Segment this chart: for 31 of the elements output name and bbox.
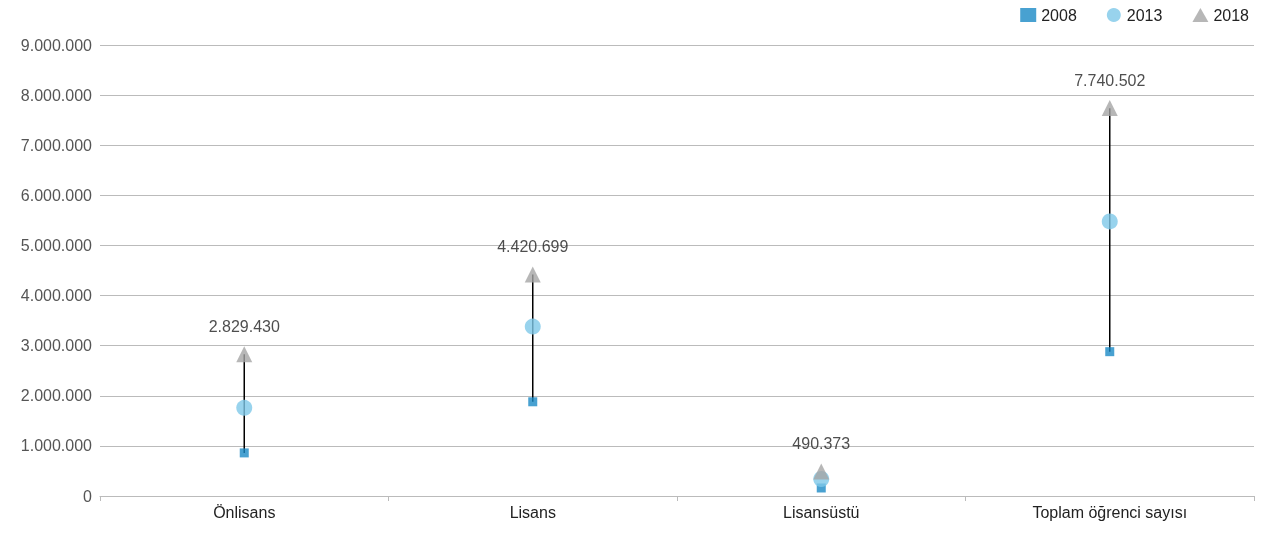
- point: [1101, 100, 1118, 117]
- point: [524, 266, 541, 283]
- data-label: 2.829.430: [208, 317, 280, 335]
- data-label: 490.373: [792, 434, 851, 452]
- legend-label: 2008: [1041, 6, 1077, 24]
- legend-label: 2018: [1213, 6, 1250, 24]
- y-tick-label: 3.000.000: [20, 337, 93, 355]
- x-tick-label: Lisans: [509, 503, 556, 521]
- x-tick-label: Önlisans: [213, 503, 276, 521]
- y-tick-label: 2.000.000: [20, 387, 93, 405]
- point: [813, 463, 830, 480]
- data-label: 7.740.502: [1074, 71, 1146, 89]
- y-tick-label: 7.000.000: [20, 136, 93, 154]
- x-tick-label: Lisansüstü: [783, 503, 860, 521]
- y-tick-label: 0: [83, 487, 93, 505]
- y-tick-label: 1.000.000: [20, 437, 93, 455]
- legend-label: 2013: [1126, 6, 1163, 24]
- y-tick-label: 6.000.000: [20, 186, 93, 204]
- point: [524, 318, 541, 335]
- point: [1101, 213, 1118, 230]
- y-tick-label: 9.000.000: [20, 36, 93, 54]
- y-tick-label: 4.000.000: [20, 287, 93, 305]
- point: [236, 399, 253, 416]
- point: [528, 397, 538, 407]
- point: [236, 346, 253, 363]
- point: [1105, 347, 1115, 357]
- data-label: 4.420.699: [497, 237, 569, 255]
- y-tick-label: 5.000.000: [20, 236, 93, 254]
- point: [239, 448, 249, 458]
- y-tick-label: 8.000.000: [20, 86, 93, 104]
- x-tick-label: Toplam öğrenci sayısı: [1032, 503, 1188, 521]
